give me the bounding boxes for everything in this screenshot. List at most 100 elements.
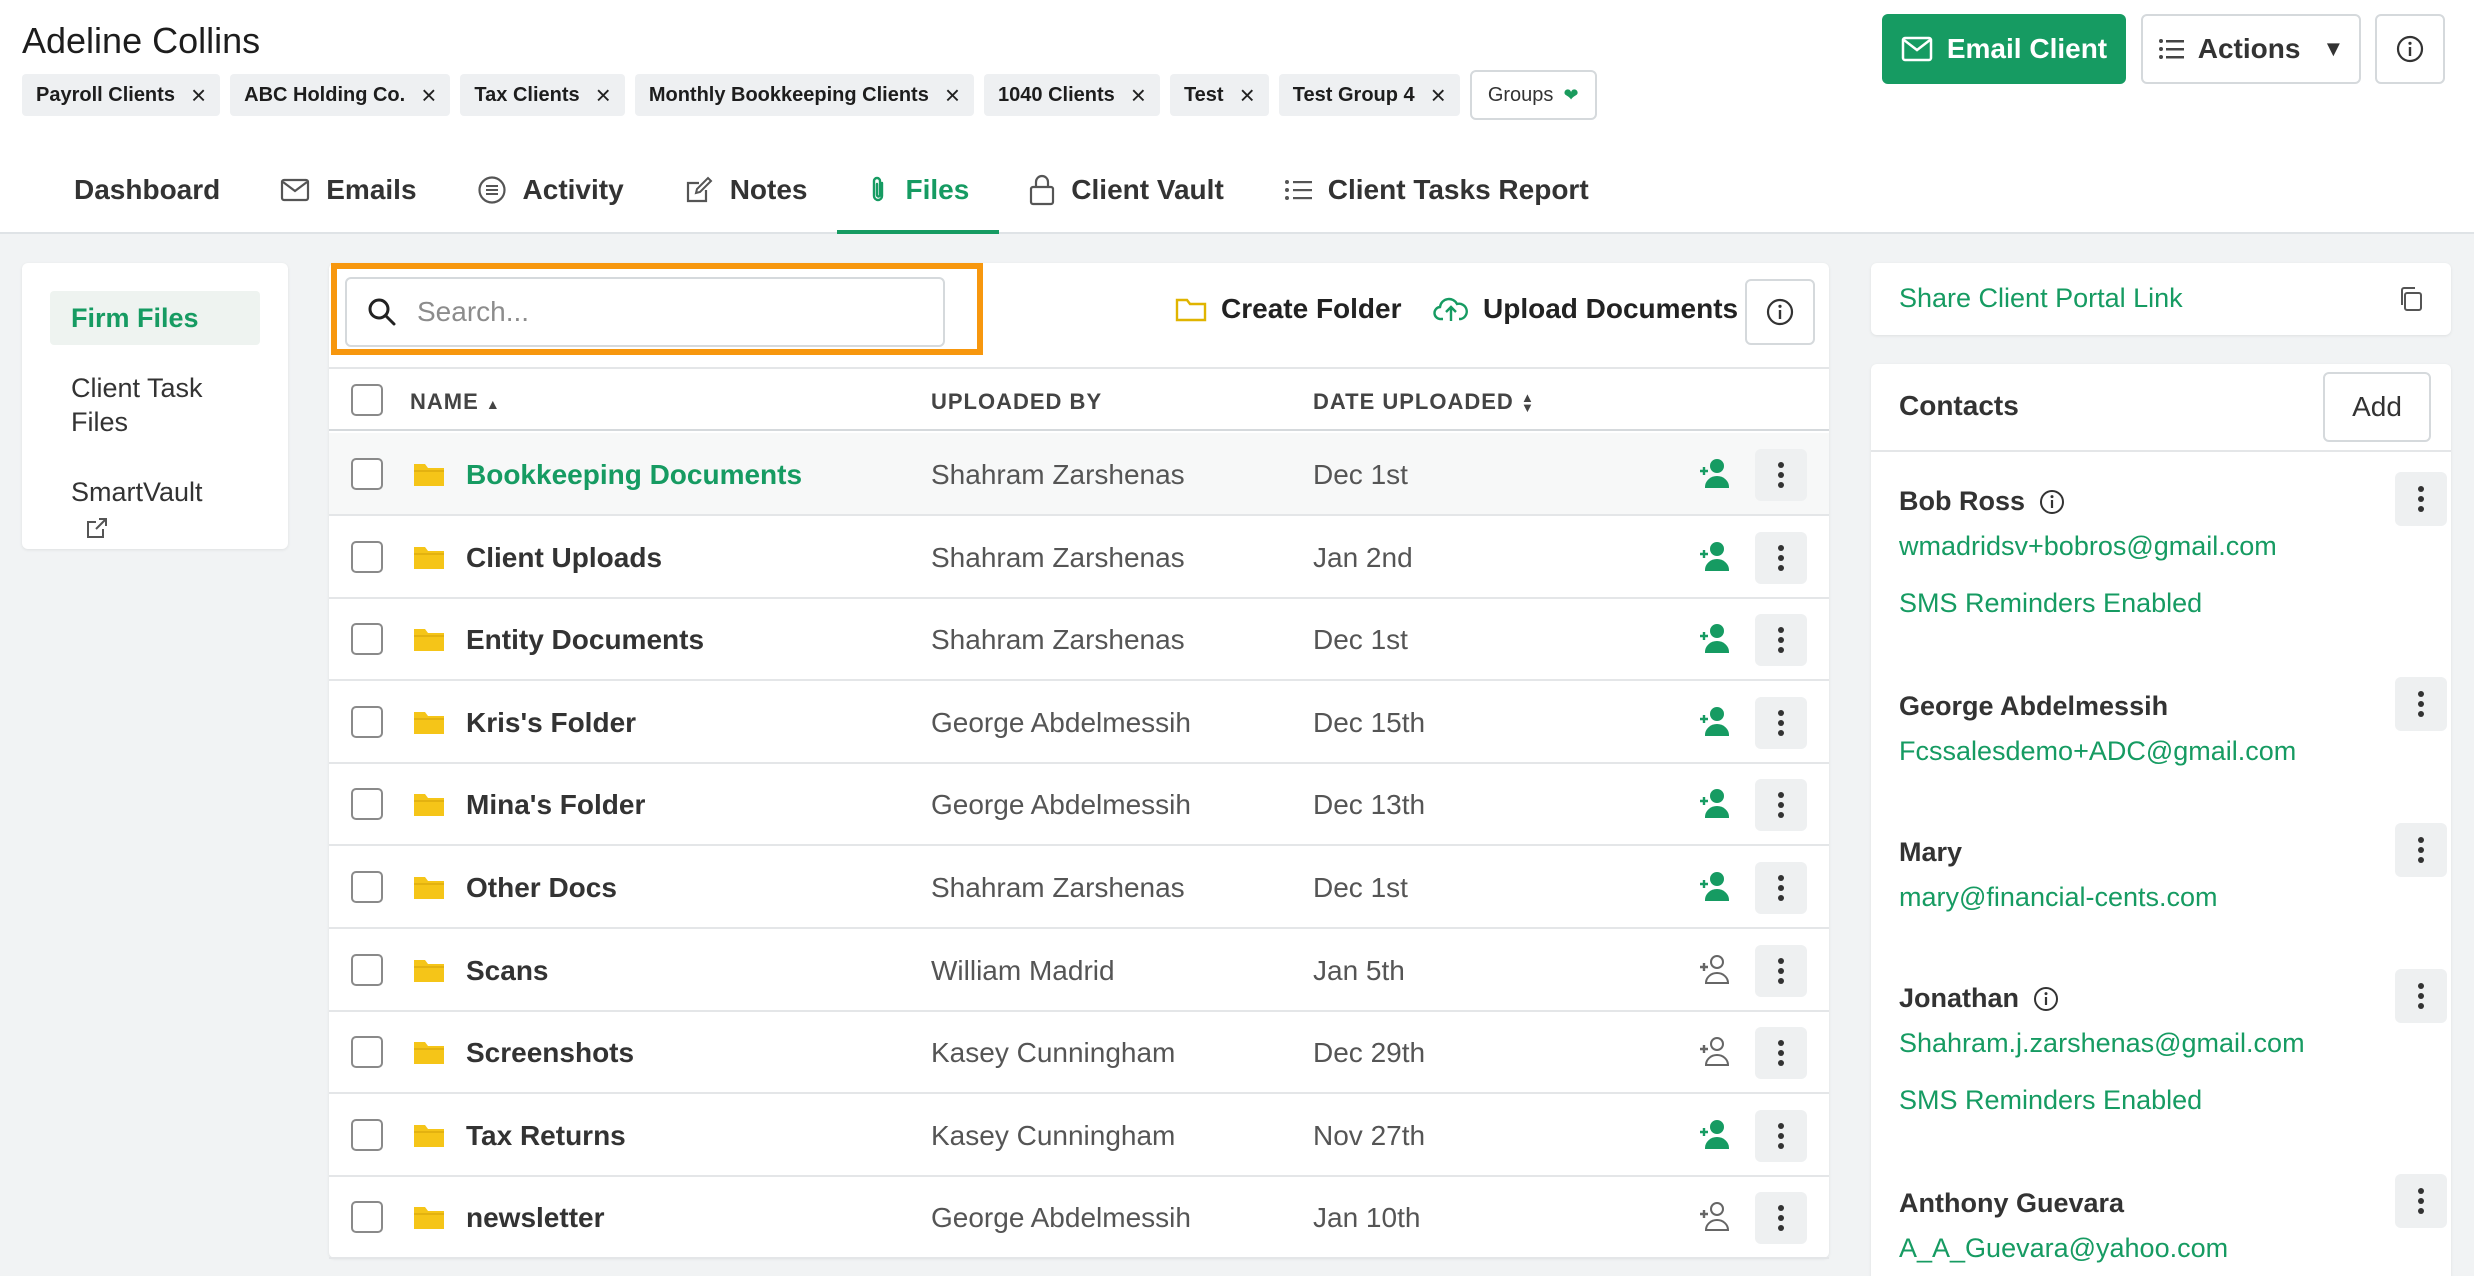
add-contact-button[interactable]: Add — [2323, 372, 2431, 442]
row-menu-button[interactable] — [1755, 696, 1807, 749]
column-date-uploaded-header[interactable]: DATE UPLOADED ▲ ▼ — [1313, 389, 1535, 415]
contact-card: Anthony Guevara A_A_Guevara@yahoo.com — [1899, 1174, 2447, 1264]
kebab-icon — [1778, 627, 1784, 654]
row-checkbox[interactable] — [351, 705, 383, 738]
info-icon[interactable] — [2039, 489, 2065, 515]
tab-dashboard[interactable]: Dashboard — [44, 150, 250, 234]
tag-label: ABC Holding Co. — [244, 83, 406, 106]
share-portal-panel[interactable]: Share Client Portal Link — [1871, 263, 2451, 335]
tab-client-tasks-report[interactable]: Client Tasks Report — [1254, 150, 1619, 234]
info-button[interactable] — [2375, 14, 2445, 84]
search-input[interactable] — [417, 296, 917, 328]
share-with-client-icon[interactable] — [1699, 540, 1733, 572]
table-row[interactable]: Entity Documents Shahram Zarshenas Dec 1st — [329, 598, 1829, 682]
share-with-client-icon[interactable] — [1699, 1035, 1733, 1067]
row-checkbox[interactable] — [351, 623, 383, 656]
uploaded-by: George Abdelmessih — [931, 789, 1191, 821]
table-row[interactable]: Scans William Madrid Jan 5th — [329, 929, 1829, 1012]
row-checkbox[interactable] — [351, 540, 383, 573]
table-row[interactable]: Client Uploads Shahram Zarshenas Jan 2nd — [329, 516, 1829, 599]
contact-email[interactable]: wmadridsv+bobros@gmail.com — [1899, 531, 2277, 561]
file-name[interactable]: Client Uploads — [466, 541, 663, 573]
contact-menu-button[interactable] — [2395, 677, 2447, 731]
table-row[interactable]: Bookkeeping Documents Shahram Zarshenas De… — [329, 433, 1829, 516]
contact-email[interactable]: Shahram.j.zarshenas@gmail.com — [1899, 1028, 2305, 1058]
row-checkbox[interactable] — [351, 788, 383, 821]
share-with-client-icon[interactable] — [1699, 622, 1733, 654]
tab-client-vault[interactable]: Client Vault — [999, 150, 1253, 234]
row-menu-button[interactable] — [1755, 862, 1807, 914]
files-info-button[interactable] — [1745, 279, 1815, 345]
share-with-client-icon[interactable] — [1699, 705, 1733, 737]
create-folder-button[interactable]: Create Folder — [1175, 293, 1402, 325]
share-with-client-icon[interactable] — [1699, 787, 1733, 819]
contact-menu-button[interactable] — [2395, 823, 2447, 877]
share-with-client-icon[interactable] — [1699, 1118, 1733, 1150]
file-name[interactable]: Kris's Folder — [466, 706, 637, 738]
copy-icon[interactable] — [2397, 285, 2425, 313]
row-menu-button[interactable] — [1755, 944, 1807, 997]
tab-notes[interactable]: Notes — [654, 150, 838, 234]
row-checkbox[interactable] — [351, 458, 383, 490]
tab-activity[interactable]: Activity — [447, 150, 654, 234]
share-with-client-icon[interactable] — [1699, 953, 1733, 985]
file-name[interactable]: Bookkeeping Documents — [466, 459, 803, 490]
share-with-client-icon[interactable] — [1699, 870, 1733, 902]
row-menu-button[interactable] — [1755, 1027, 1807, 1080]
remove-tag-icon[interactable]: × — [595, 80, 611, 110]
remove-tag-icon[interactable]: × — [1239, 80, 1255, 110]
sidebar-item-firm-files[interactable]: Firm Files — [50, 291, 260, 345]
contact-email[interactable]: mary@financial-cents.com — [1899, 882, 2218, 912]
sidebar-item-smartvault[interactable]: SmartVault — [50, 465, 260, 553]
file-name[interactable]: newsletter — [466, 1202, 605, 1234]
file-name[interactable]: Other Docs — [466, 872, 617, 903]
file-name[interactable]: Scans — [466, 954, 549, 986]
row-menu-button[interactable] — [1755, 1192, 1807, 1245]
remove-tag-icon[interactable]: × — [944, 80, 961, 110]
table-row[interactable]: newsletter George Abdelmessih Jan 10th — [329, 1176, 1829, 1260]
contact-menu-button[interactable] — [2395, 969, 2447, 1023]
remove-tag-icon[interactable]: × — [1130, 80, 1146, 110]
row-checkbox[interactable] — [351, 953, 383, 986]
file-name[interactable]: Entity Documents — [466, 624, 705, 656]
contact-email[interactable]: A_A_Guevara@yahoo.com — [1899, 1233, 2229, 1263]
table-row[interactable]: Mina's Folder George Abdelmessih Dec 13th — [329, 763, 1829, 847]
email-client-button[interactable]: Email Client — [1882, 14, 2126, 84]
tab-files[interactable]: Files — [837, 150, 1000, 234]
file-name[interactable]: Tax Returns — [466, 1119, 626, 1151]
search-box[interactable] — [345, 277, 945, 347]
contact-email[interactable]: Fcssalesdemo+ADC@gmail.com — [1899, 736, 2297, 766]
row-menu-button[interactable] — [1755, 449, 1807, 501]
table-row[interactable]: Kris's Folder George Abdelmessih Dec 15th — [329, 681, 1829, 764]
upload-documents-button[interactable]: Upload Documents — [1433, 293, 1738, 325]
share-with-client-icon[interactable] — [1699, 1200, 1733, 1232]
tab-emails[interactable]: Emails — [250, 150, 446, 234]
file-name[interactable]: Mina's Folder — [466, 789, 646, 821]
contact-menu-button[interactable] — [2395, 472, 2447, 526]
table-row[interactable]: Tax Returns Kasey Cunningham Nov 27th — [329, 1094, 1829, 1177]
contact-menu-button[interactable] — [2395, 1174, 2447, 1228]
row-checkbox[interactable] — [351, 1201, 383, 1234]
column-name-header[interactable]: NAME ▲ — [410, 389, 501, 415]
row-menu-button[interactable] — [1755, 779, 1807, 832]
table-row[interactable]: Screenshots Kasey Cunningham Dec 29th — [329, 1011, 1829, 1095]
row-menu-button[interactable] — [1755, 531, 1807, 584]
row-menu-button[interactable] — [1755, 1109, 1807, 1162]
sidebar-item-client-task-files[interactable]: Client Task Files — [50, 361, 260, 449]
table-row[interactable]: Other Docs Shahram Zarshenas Dec 1st — [329, 846, 1829, 929]
row-checkbox[interactable] — [351, 1118, 383, 1151]
share-with-client-icon[interactable] — [1699, 457, 1733, 489]
file-name[interactable]: Screenshots — [466, 1037, 635, 1069]
select-all-checkbox[interactable] — [351, 384, 383, 416]
row-menu-button[interactable] — [1755, 614, 1807, 667]
share-portal-link[interactable]: Share Client Portal Link — [1899, 283, 2183, 313]
row-checkbox[interactable] — [351, 1036, 383, 1069]
remove-tag-icon[interactable]: × — [1430, 80, 1446, 110]
groups-dropdown[interactable]: Groups ❤ — [1469, 70, 1597, 120]
contact-card: George Abdelmessih Fcssalesdemo+ADC@gmail… — [1899, 677, 2447, 767]
info-icon[interactable] — [2033, 986, 2059, 1012]
remove-tag-icon[interactable]: × — [190, 80, 207, 110]
remove-tag-icon[interactable]: × — [421, 80, 437, 110]
actions-dropdown[interactable]: Actions ▼ — [2141, 14, 2361, 84]
row-checkbox[interactable] — [351, 871, 383, 903]
